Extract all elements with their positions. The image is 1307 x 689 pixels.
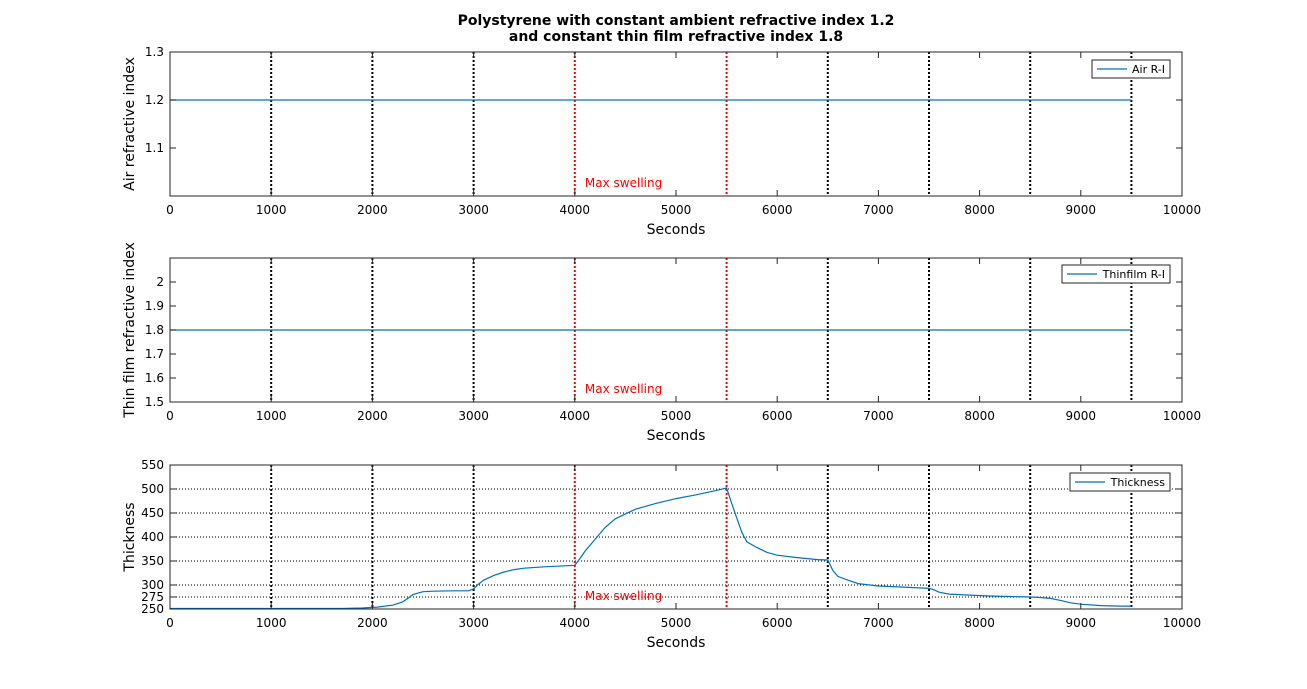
y-tick-label: 450	[141, 506, 164, 520]
x-tick-label: 4000	[560, 616, 591, 630]
chart-title-line-2: and constant thin film refractive index …	[509, 29, 843, 45]
x-tick-label: 9000	[1066, 409, 1097, 423]
y-tick-label: 1.2	[145, 93, 164, 107]
x-tick-label: 7000	[863, 203, 894, 217]
legend-label: Thickness	[1110, 476, 1166, 489]
subplot-3: 0 1000 2000 3000 4000 5000 6000 7000 8000 9000 100…	[122, 458, 1201, 651]
max-swelling-annotation: Max swelling	[585, 589, 662, 603]
x-tick-label: 4000	[560, 203, 591, 217]
y-tick-label: 1.7	[145, 347, 164, 361]
x-tick-label: 7000	[863, 409, 894, 423]
y-tick-label: 300	[141, 578, 164, 592]
legend: Thinfilm R-I	[1061, 264, 1171, 284]
y-tick-label: 1.6	[145, 371, 164, 385]
x-tick-label: 1000	[256, 616, 287, 630]
y-axis-label: Thin film refractive index	[122, 242, 138, 419]
x-tick-label: 3000	[458, 203, 489, 217]
x-tick-label: 5000	[661, 409, 692, 423]
legend-box	[1069, 472, 1171, 492]
x-tick-label: 1000	[256, 203, 287, 217]
y-tick-label: 250	[141, 602, 164, 616]
legend-label: Thinfilm R-I	[1102, 268, 1165, 281]
y-tick-label: 1.5	[145, 395, 164, 409]
x-tick-label: 6000	[762, 409, 793, 423]
x-tick-label: 7000	[863, 616, 894, 630]
x-tick-label: 6000	[762, 203, 793, 217]
x-tick-label: 3000	[458, 616, 489, 630]
y-tick-label: 1.3	[145, 45, 164, 59]
plot-area	[170, 52, 1182, 196]
x-tick-label: 10000	[1163, 616, 1201, 630]
x-tick-label: 8000	[964, 409, 995, 423]
y-tick-label: 550	[141, 458, 164, 472]
chart-title: Polystyrene with constant ambient refrac…	[458, 13, 895, 45]
x-axis-label: Seconds	[647, 635, 706, 651]
y-tick-label: 400	[141, 530, 164, 544]
x-tick-label: 0	[166, 616, 174, 630]
x-tick-label: 2000	[357, 203, 388, 217]
x-tick-label: 2000	[357, 616, 388, 630]
x-tick-label: 10000	[1163, 203, 1201, 217]
x-tick-label: 3000	[458, 409, 489, 423]
legend-label: Air R-I	[1132, 63, 1165, 76]
x-tick-label: 1000	[256, 409, 287, 423]
x-tick-label: 5000	[661, 616, 692, 630]
y-tick-label: 1.1	[145, 141, 164, 155]
y-axis-label: Thickness	[122, 502, 138, 572]
series-line-thickness	[170, 487, 1132, 610]
max-swelling-annotation: Max swelling	[585, 176, 662, 190]
x-tick-label: 9000	[1066, 616, 1097, 630]
x-tick-label: 4000	[560, 409, 591, 423]
y-tick-label: 1.8	[145, 323, 164, 337]
x-tick-label: 9000	[1066, 203, 1097, 217]
x-tick-label: 8000	[964, 203, 995, 217]
legend-box	[1061, 264, 1171, 284]
x-tick-label: 6000	[762, 616, 793, 630]
x-tick-label: 0	[166, 203, 174, 217]
x-axis-label: Seconds	[647, 428, 706, 444]
x-tick-label: 2000	[357, 409, 388, 423]
y-tick-label: 275	[141, 590, 164, 604]
x-tick-label: 5000	[661, 203, 692, 217]
y-tick-label: 500	[141, 482, 164, 496]
legend-box	[1091, 59, 1171, 79]
chart-title-line-1: Polystyrene with constant ambient refrac…	[458, 13, 895, 29]
legend: Thickness	[1069, 472, 1171, 492]
x-tick-label: 10000	[1163, 409, 1201, 423]
legend: Air R-I	[1091, 59, 1171, 79]
y-axis-label: Air refractive index	[122, 57, 138, 191]
y-tick-label: 2	[156, 275, 164, 289]
subplot-1: 0 1000 2000 3000 4000 5000 6000 7000 8000 9000 100…	[122, 45, 1201, 238]
x-tick-label: 8000	[964, 616, 995, 630]
x-axis-label: Seconds	[647, 222, 706, 238]
max-swelling-annotation: Max swelling	[585, 382, 662, 396]
subplot-2: 0 1000 2000 3000 4000 5000 6000 7000 8000 9000 100…	[122, 242, 1201, 444]
y-tick-label: 1.9	[145, 299, 164, 313]
x-tick-label: 0	[166, 409, 174, 423]
y-tick-label: 350	[141, 554, 164, 568]
